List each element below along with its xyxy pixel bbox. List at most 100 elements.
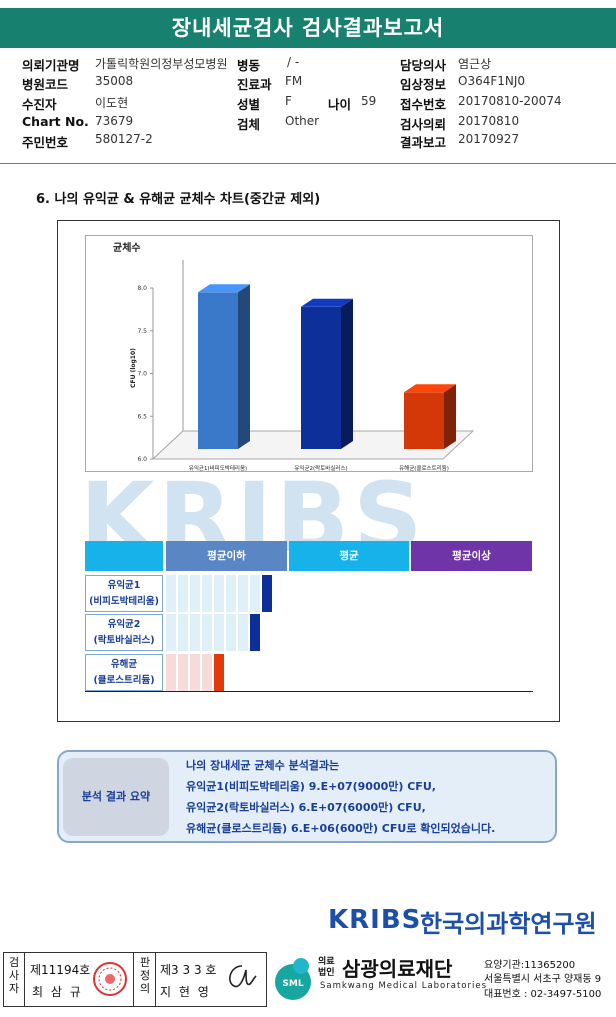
x-tick-label: 유익균1(비피도박테리움) — [189, 464, 247, 472]
level-cell — [202, 614, 213, 651]
chart-frame — [57, 220, 560, 722]
report-label: 결과보고 — [400, 135, 447, 150]
chart-no-value: 73679 — [95, 114, 134, 128]
level-cell — [202, 575, 213, 612]
summary-line-4: 유해균(클로스트리듐) 6.E+06(600만) CFU로 확인되었습니다. — [186, 822, 496, 835]
age-value: 59 — [361, 94, 377, 108]
summary-line-3: 유익균2(락토바실러스) 6.E+07(6000만) CFU, — [186, 801, 426, 814]
kribs-logo: KRIBS — [328, 905, 422, 935]
level-cell — [238, 575, 249, 612]
summary-line-1: 나의 장내세균 균체수 분석결과는 — [186, 759, 340, 772]
row-label-line2: (클로스트리듐) — [93, 675, 155, 686]
legend-above-average: 평균이상 — [411, 541, 532, 571]
y-tick-label: 8.0 — [137, 285, 147, 292]
signature-box — [3, 952, 267, 1007]
request-value: 20170810 — [458, 114, 520, 128]
y-tick-label: 6.0 — [137, 456, 147, 463]
sml-text: SML — [282, 979, 303, 989]
sex-label: 성별 — [237, 97, 261, 112]
row-label-bifido: 유익균1 (비피도박테리움) — [85, 575, 163, 612]
comparison-baseline — [85, 691, 533, 692]
doctor-label: 담당의사 — [400, 58, 447, 73]
institution-value: 가톨릭학원의정부성모병원 — [95, 57, 228, 71]
y-axis-label: CFU (log10) — [130, 348, 137, 388]
bar-0 — [198, 292, 238, 449]
receipt-label: 접수번호 — [400, 97, 447, 112]
org-address: 서울특별시 서초구 양재동 9 — [484, 974, 602, 985]
report-value: 20170927 — [458, 132, 520, 146]
org-eng-name: Samkwang Medical Laboratories — [320, 981, 488, 991]
divider — [0, 163, 616, 164]
hospital-code-label: 병원코드 — [22, 77, 69, 92]
examiner-label: 검사자 — [8, 956, 20, 995]
row-label-line2: (비피도박테리움) — [89, 596, 159, 607]
bar-top-1 — [301, 298, 353, 307]
legend-average: 평균 — [289, 541, 409, 571]
reviewer-name: 지 현 영 — [160, 985, 211, 999]
bar-top-0 — [198, 284, 250, 293]
examiner-name: 최 삼 규 — [32, 985, 83, 999]
y-tick-label: 7.0 — [137, 371, 147, 378]
bar-side-1 — [341, 298, 353, 449]
reviewer-signature — [229, 965, 257, 988]
recipient-value: 이도현 — [95, 96, 129, 110]
patient-info: 의뢰기관명 가톨릭학원의정부성모병원 병동 / - 담당의사 염근상 병원코드 … — [0, 55, 616, 151]
level-cell — [214, 614, 225, 651]
org-code: 요양기관:11365200 — [484, 960, 576, 971]
specimen-label: 검체 — [237, 117, 261, 132]
level-cell — [178, 614, 189, 651]
rrn-value: 580127-2 — [95, 132, 153, 146]
level-cell — [166, 575, 177, 612]
x-tick-label: 유해균(클로스트리듐) — [399, 464, 449, 472]
x-tick-label: 유익균2(락토바실러스) — [294, 464, 347, 472]
bar-chart: 균체수 CFU (log10) 6.0 6.5 7.0 7.5 8.0 유익균1(비피도… — [113, 241, 475, 472]
level-cell — [250, 575, 261, 612]
level-cell — [214, 575, 225, 612]
age-label: 나이 — [328, 97, 352, 112]
row-label-line1: 유익균2 — [107, 619, 141, 630]
dept-label: 진료과 — [237, 77, 272, 92]
dept-value: FM — [285, 74, 303, 88]
legend-below-average: 평균이하 — [166, 541, 287, 571]
ward-value: / - — [287, 55, 300, 69]
y-tick-label: 7.5 — [137, 328, 147, 335]
level-cell — [190, 654, 201, 691]
bar-chart-panel: 균체수 CFU (log10) 6.0 6.5 7.0 7.5 8.0 유익균1(비피도… — [85, 235, 533, 472]
summary-line-2: 유익균1(비피도박테리움) 9.E+07(9000만) CFU, — [186, 780, 436, 793]
section-title: 6. 나의 유익균 & 유해균 균체수 차트(중간균 제외) — [36, 192, 321, 207]
level-cell — [178, 575, 189, 612]
chart-axis — [152, 260, 184, 460]
reviewer-label: 판정의 — [139, 956, 151, 995]
examiner-seal-icon — [93, 962, 127, 996]
level-marker — [214, 654, 224, 691]
chart-title: 균체수 — [113, 241, 141, 254]
rrn-label: 주민번호 — [22, 135, 69, 150]
level-marker — [262, 575, 272, 612]
level-cell — [226, 575, 237, 612]
bar-side-2 — [444, 384, 456, 449]
level-cell — [202, 654, 213, 691]
examiner-no: 제11194호 — [30, 963, 91, 977]
level-cell — [238, 614, 249, 651]
report-title: 장내세균검사 검사결과보고서 — [0, 8, 616, 48]
request-label: 검사의뢰 — [400, 117, 447, 132]
kribs-name: 한국의과학연구원 — [420, 910, 597, 938]
org-prefix: 의료법인 — [318, 957, 335, 978]
institution-label: 의뢰기관명 — [22, 58, 80, 73]
level-cell — [190, 614, 201, 651]
clinical-value: O364F1NJ0 — [458, 74, 526, 88]
level-cell — [226, 614, 237, 651]
row-label-line2: (락토바실러스) — [93, 635, 155, 646]
row-label-line1: 유해균 — [110, 659, 138, 670]
sml-logo-icon: SML — [275, 958, 311, 1000]
org-phone: 대표번호 : 02-3497-5100 — [484, 989, 602, 1000]
recipient-label: 수진자 — [22, 97, 57, 112]
doctor-value: 염근상 — [458, 57, 492, 71]
clinical-label: 임상정보 — [400, 77, 447, 92]
level-cell — [166, 654, 177, 691]
level-marker — [250, 614, 260, 651]
chart-no-label: Chart No. — [22, 114, 89, 129]
sex-value: F — [285, 94, 292, 108]
bar-top-2 — [404, 384, 456, 393]
level-cell — [166, 614, 177, 651]
